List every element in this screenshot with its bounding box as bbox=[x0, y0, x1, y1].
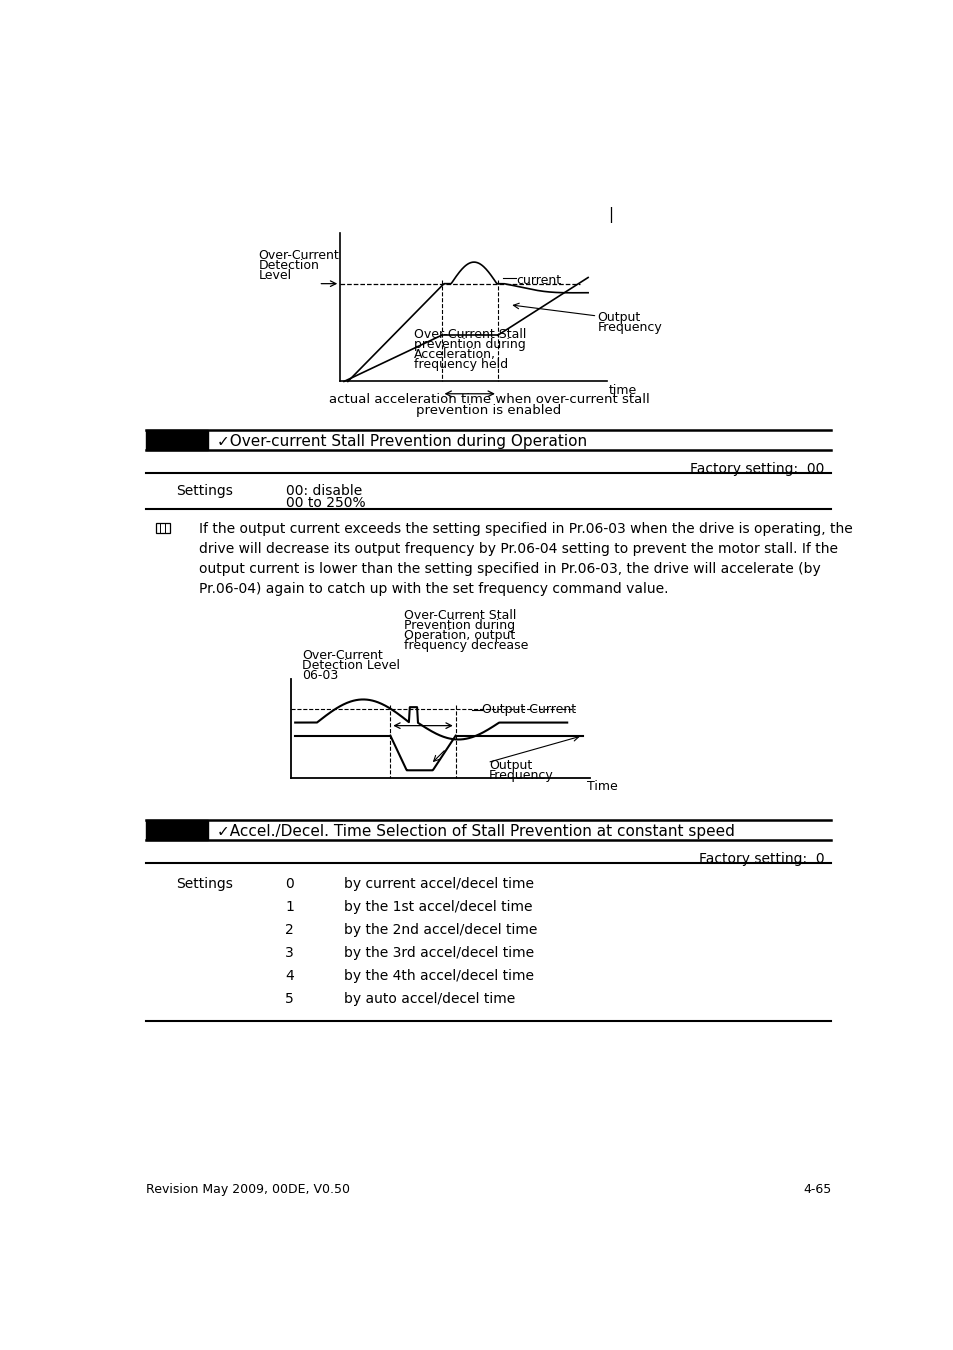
Text: 00 to 250%: 00 to 250% bbox=[286, 497, 365, 510]
Text: by the 3rd accel/decel time: by the 3rd accel/decel time bbox=[344, 946, 534, 960]
Bar bbox=[160, 524, 165, 533]
Text: Detection: Detection bbox=[258, 259, 319, 271]
Text: ✓Accel./Decel. Time Selection of Stall Prevention at constant speed: ✓Accel./Decel. Time Selection of Stall P… bbox=[216, 825, 734, 840]
Text: 00: disable: 00: disable bbox=[286, 483, 362, 498]
Text: 0: 0 bbox=[285, 876, 294, 891]
Text: Factory setting:  0: Factory setting: 0 bbox=[699, 852, 823, 865]
Text: Output: Output bbox=[488, 759, 532, 772]
Text: 5: 5 bbox=[285, 992, 294, 1006]
Bar bbox=[146, 429, 208, 450]
Text: prevention during: prevention during bbox=[414, 338, 525, 351]
Text: actual acceleration time when over-current stall: actual acceleration time when over-curre… bbox=[328, 393, 649, 406]
Text: Over-Current Stall: Over-Current Stall bbox=[404, 609, 517, 621]
Text: Detection Level: Detection Level bbox=[302, 659, 399, 672]
Text: ✓Over-current Stall Prevention during Operation: ✓Over-current Stall Prevention during Op… bbox=[216, 433, 586, 448]
Text: |: | bbox=[607, 207, 613, 223]
Text: 4: 4 bbox=[285, 969, 294, 983]
Text: Level: Level bbox=[258, 269, 292, 282]
Text: by the 2nd accel/decel time: by the 2nd accel/decel time bbox=[344, 923, 537, 937]
Text: 2: 2 bbox=[285, 923, 294, 937]
Text: Over-Current: Over-Current bbox=[302, 648, 382, 662]
Text: Over-Current Stall: Over-Current Stall bbox=[414, 328, 525, 340]
Text: by the 1st accel/decel time: by the 1st accel/decel time bbox=[344, 899, 532, 914]
Text: Frequency: Frequency bbox=[488, 768, 553, 782]
Text: Factory setting:  00: Factory setting: 00 bbox=[689, 462, 823, 475]
Text: current: current bbox=[516, 274, 560, 288]
Text: Settings: Settings bbox=[176, 483, 233, 498]
Text: frequency decrease: frequency decrease bbox=[404, 639, 528, 652]
Text: by current accel/decel time: by current accel/decel time bbox=[344, 876, 534, 891]
Text: 3: 3 bbox=[285, 946, 294, 960]
Text: frequency held: frequency held bbox=[414, 358, 507, 371]
Text: by auto accel/decel time: by auto accel/decel time bbox=[344, 992, 515, 1006]
Bar bbox=[156, 524, 170, 533]
Text: Frequency: Frequency bbox=[597, 320, 661, 333]
Text: Acceleration,: Acceleration, bbox=[414, 347, 496, 360]
Bar bbox=[146, 821, 208, 840]
Text: output current is lower than the setting specified in Pr.06-03, the drive will a: output current is lower than the setting… bbox=[199, 563, 820, 576]
Text: If the output current exceeds the setting specified in Pr.06-03 when the drive i: If the output current exceeds the settin… bbox=[199, 522, 852, 536]
Text: Over-Current: Over-Current bbox=[258, 248, 339, 262]
Text: 1: 1 bbox=[285, 899, 294, 914]
Text: time: time bbox=[608, 383, 637, 397]
Text: Pr.06-04) again to catch up with the set frequency command value.: Pr.06-04) again to catch up with the set… bbox=[199, 582, 668, 597]
Text: by the 4th accel/decel time: by the 4th accel/decel time bbox=[344, 969, 534, 983]
Text: Output: Output bbox=[597, 310, 640, 324]
Text: Operation, output: Operation, output bbox=[404, 629, 516, 641]
Text: prevention is enabled: prevention is enabled bbox=[416, 404, 561, 417]
Text: Output Current: Output Current bbox=[481, 703, 576, 717]
Text: 4-65: 4-65 bbox=[802, 1183, 831, 1196]
Text: Settings: Settings bbox=[176, 876, 233, 891]
Text: Revision May 2009, 00DE, V0.50: Revision May 2009, 00DE, V0.50 bbox=[146, 1183, 350, 1196]
Text: drive will decrease its output frequency by Pr.06-04 setting to prevent the moto: drive will decrease its output frequency… bbox=[199, 543, 837, 556]
Text: Prevention during: Prevention during bbox=[404, 618, 515, 632]
Text: 06-03: 06-03 bbox=[302, 668, 338, 682]
Text: Time: Time bbox=[586, 780, 617, 794]
